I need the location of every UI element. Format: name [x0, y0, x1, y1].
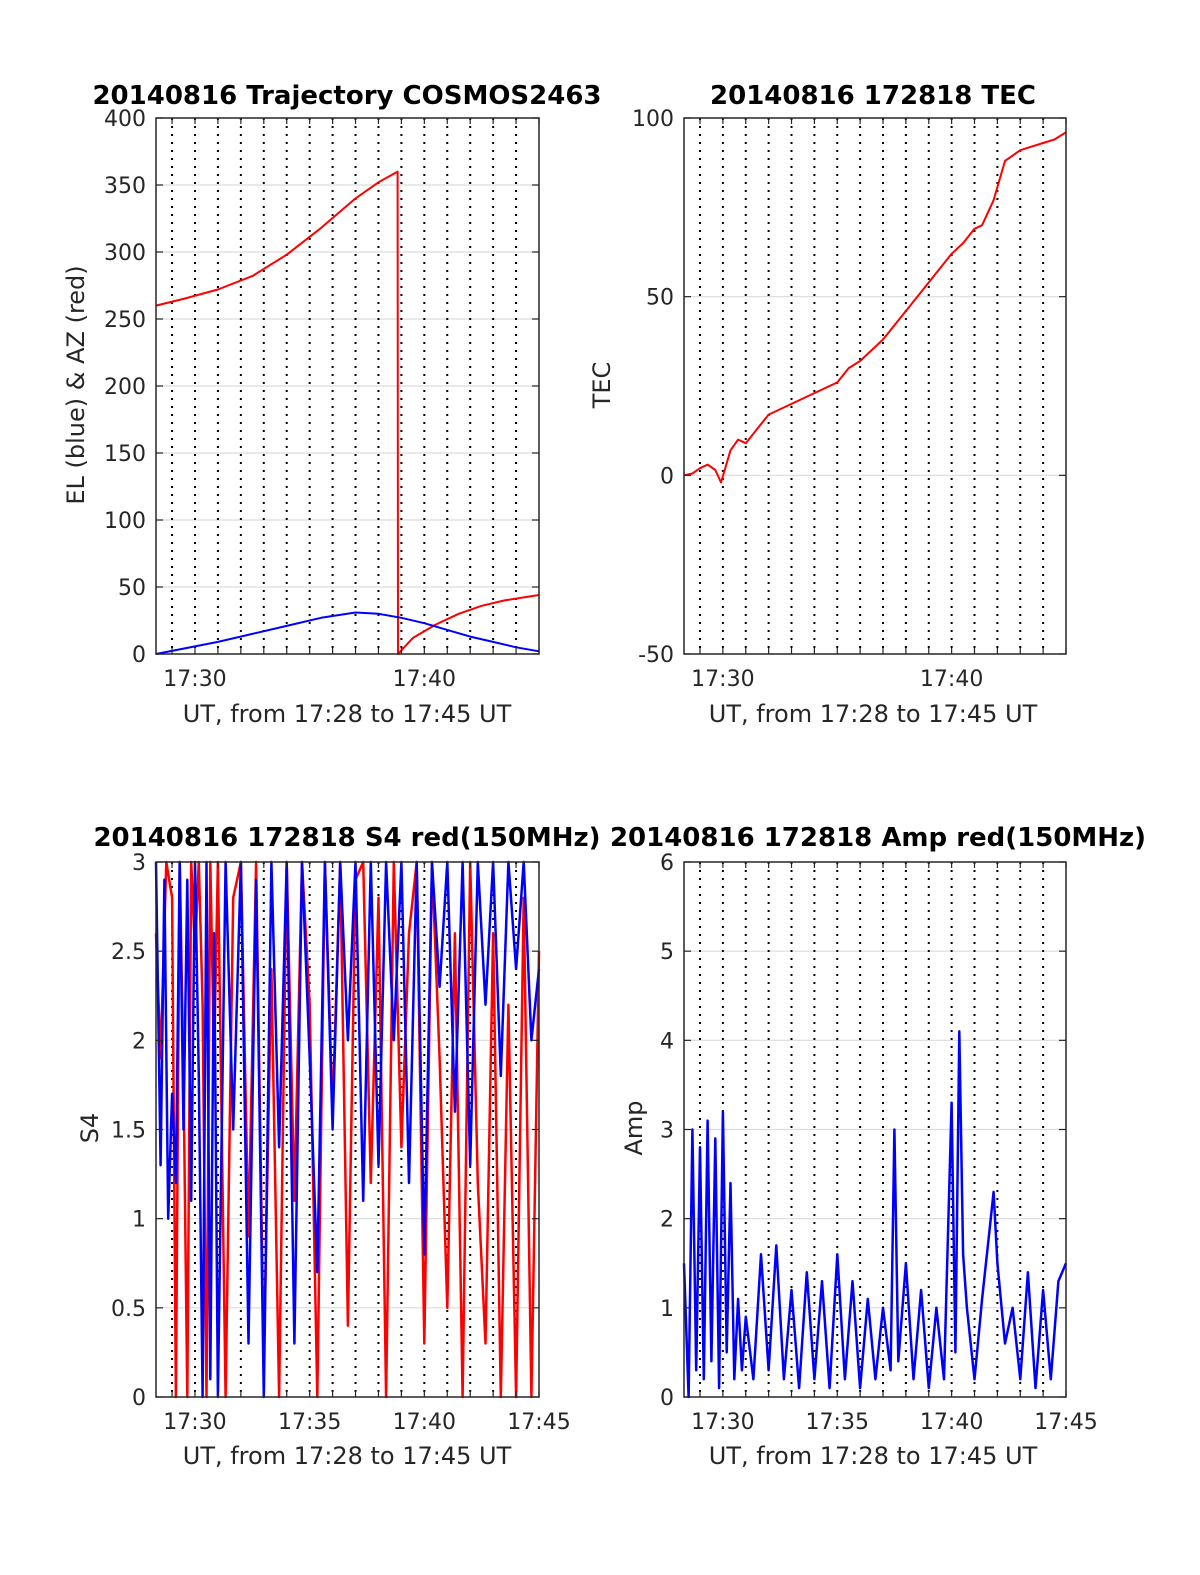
tec-xtick-label: 17:30 — [691, 667, 754, 692]
s4-xtick-label: 17:35 — [278, 1410, 341, 1435]
trajectory-xlabel: UT, from 17:28 to 17:45 UT — [183, 700, 512, 728]
trajectory-ytick-label: 400 — [104, 107, 146, 132]
tec-ytick-label: -50 — [638, 643, 674, 668]
trajectory-ytick-label: 200 — [104, 375, 146, 400]
s4-ytick-label: 1 — [132, 1208, 146, 1233]
tec-ylabel: TEC — [588, 362, 616, 410]
s4-xlabel: UT, from 17:28 to 17:45 UT — [183, 1442, 512, 1470]
amp-xtick-label: 17:45 — [1034, 1410, 1097, 1435]
tec-xlabel: UT, from 17:28 to 17:45 UT — [709, 700, 1038, 728]
trajectory-title: 20140816 Trajectory COSMOS2463 — [92, 81, 601, 111]
s4-ytick-label: 2 — [132, 1029, 146, 1054]
s4-xtick-label: 17:30 — [163, 1410, 226, 1435]
tec-ytick-label: 0 — [660, 464, 674, 489]
trajectory-ytick-label: 100 — [104, 509, 146, 534]
amp-ytick-label: 1 — [660, 1297, 674, 1322]
trajectory-xtick-label: 17:40 — [393, 667, 456, 692]
trajectory-series-red — [155, 170, 540, 655]
amp-ytick-label: 3 — [660, 1119, 674, 1144]
s4-ylabel: S4 — [76, 1113, 104, 1144]
amp-ytick-label: 0 — [660, 1386, 674, 1411]
amp-ylabel: Amp — [620, 1100, 648, 1155]
amp-xtick-label: 17:30 — [691, 1410, 754, 1435]
trajectory-ytick-label: 300 — [104, 241, 146, 266]
s4-ytick-label: 0.5 — [111, 1297, 146, 1322]
amp-ytick-label: 5 — [660, 940, 674, 965]
trajectory-ytick-label: 350 — [104, 174, 146, 199]
s4-series-blue — [154, 860, 541, 1399]
tec-series-red — [683, 131, 1067, 484]
tec-title: 20140816 172818 TEC — [710, 81, 1036, 111]
s4-ytick-label: 0 — [132, 1386, 146, 1411]
amp-xtick-label: 17:40 — [920, 1410, 983, 1435]
amp-panel: 20140816 172818 Amp red(150MHz) UT, from… — [610, 823, 1146, 1470]
s4-ytick-label: 3 — [132, 851, 146, 876]
trajectory-panel: 20140816 Trajectory COSMOS2463 UT, from … — [62, 81, 602, 728]
trajectory-ytick-label: 50 — [118, 576, 146, 601]
tec-axes-box — [683, 117, 1067, 655]
amp-xtick-label: 17:35 — [806, 1410, 869, 1435]
tec-ytick-label: 100 — [632, 107, 674, 132]
amp-ytick-label: 6 — [660, 851, 674, 876]
amp-xlabel: UT, from 17:28 to 17:45 UT — [709, 1442, 1038, 1470]
amp-ytick-label: 2 — [660, 1208, 674, 1233]
s4-ytick-label: 1.5 — [111, 1119, 146, 1144]
amp-series-blue — [682, 1030, 1068, 1399]
trajectory-ytick-label: 150 — [104, 442, 146, 467]
s4-title: 20140816 172818 S4 red(150MHz) — [93, 823, 600, 853]
amp-title: 20140816 172818 Amp red(150MHz) — [610, 823, 1146, 853]
tec-xtick-label: 17:40 — [920, 667, 983, 692]
trajectory-ytick-label: 250 — [104, 308, 146, 333]
trajectory-series-blue — [155, 611, 540, 655]
s4-xtick-label: 17:45 — [507, 1410, 570, 1435]
amp-ytick-label: 4 — [660, 1029, 674, 1054]
trajectory-xtick-label: 17:30 — [163, 667, 226, 692]
s4-xtick-label: 17:40 — [393, 1410, 456, 1435]
tec-ytick-label: 50 — [646, 286, 674, 311]
trajectory-ylabel: EL (blue) & AZ (red) — [62, 265, 90, 504]
trajectory-ytick-label: 0 — [132, 643, 146, 668]
s4-panel: 20140816 172818 S4 red(150MHz) UT, from … — [76, 823, 601, 1470]
tec-panel: 20140816 172818 TEC UT, from 17:28 to 17… — [588, 81, 1067, 728]
s4-ytick-label: 2.5 — [111, 940, 146, 965]
